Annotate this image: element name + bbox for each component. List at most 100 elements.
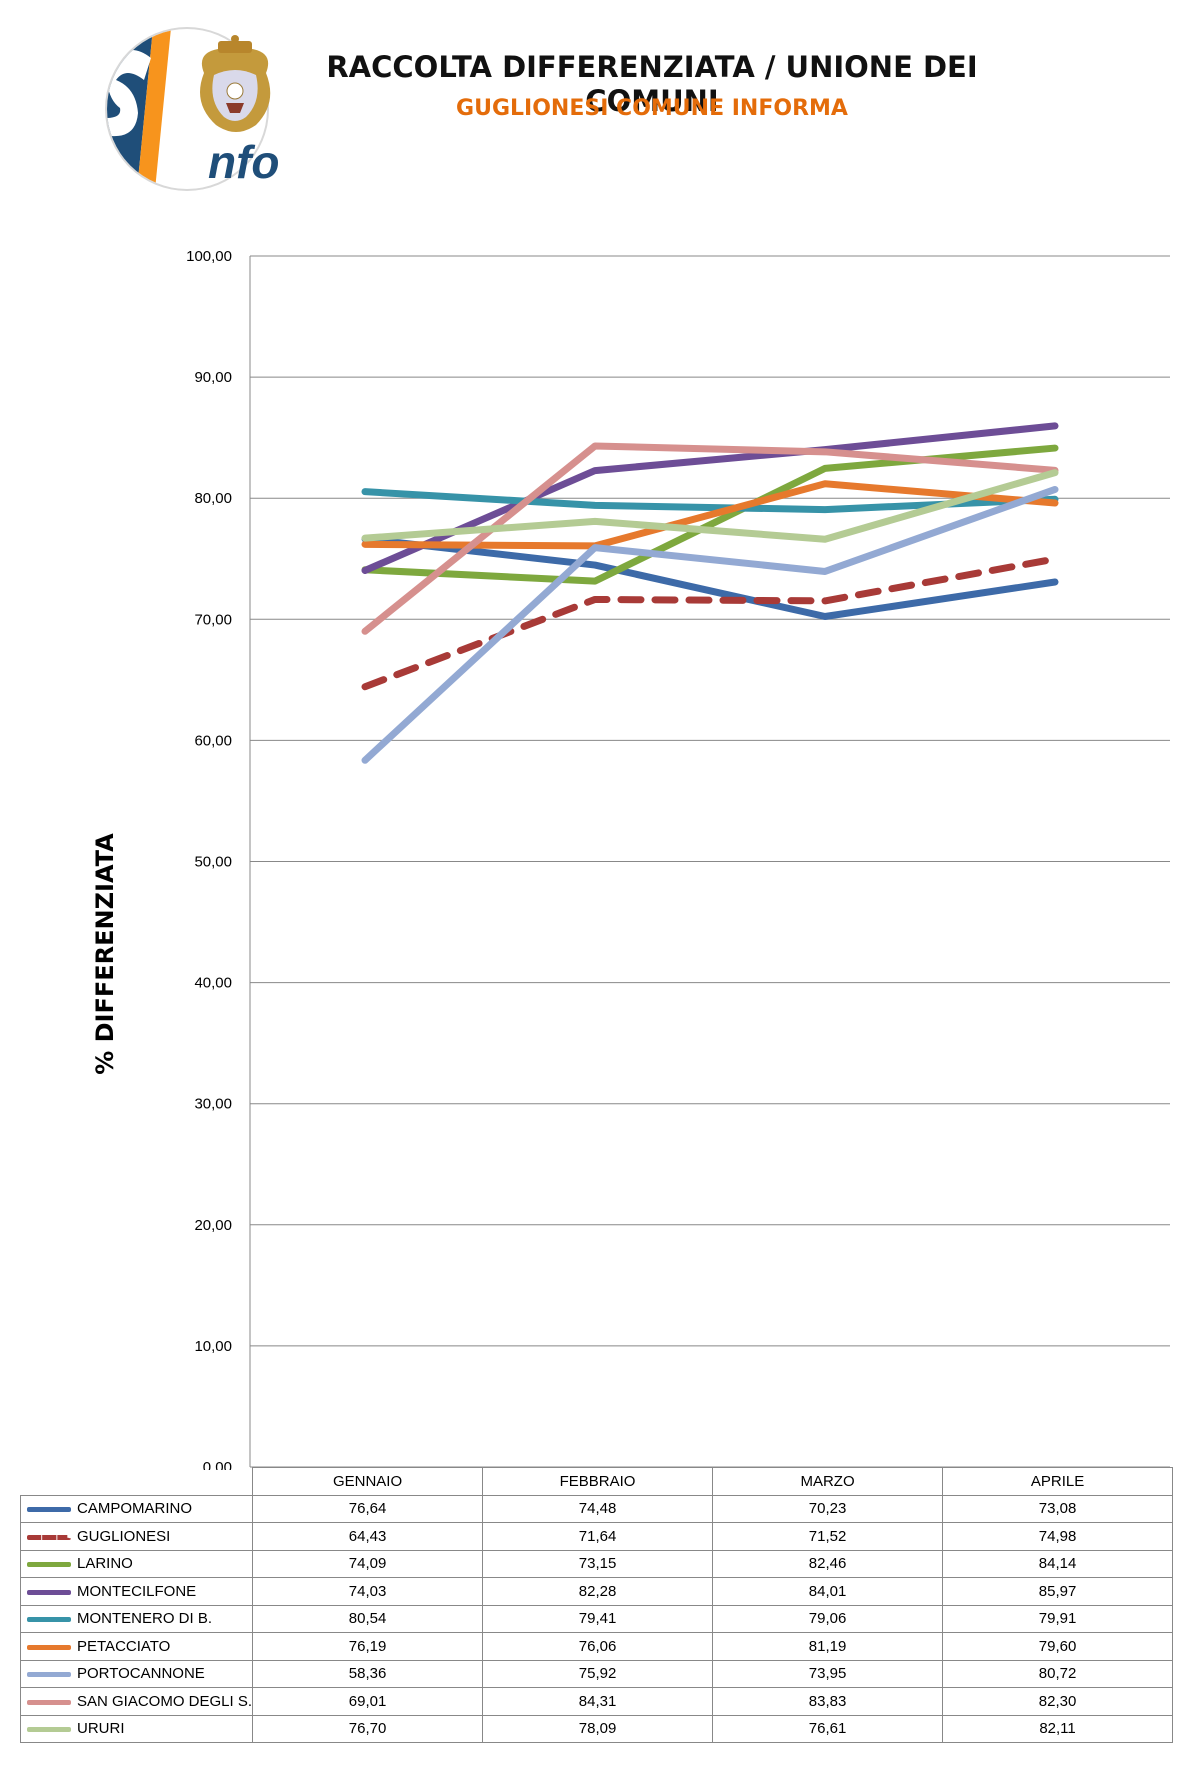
- series-name: GUGLIONESI: [77, 1527, 171, 1545]
- y-tick-label: 60,00: [194, 732, 232, 749]
- legend-key-icon: [25, 1612, 73, 1626]
- page-title: RACCOLTA DIFFERENZIATA / UNIONE DEI COMU…: [326, 50, 978, 118]
- data-label: 74,48: [482, 1494, 714, 1523]
- legend-entry: MONTECILFONE: [19, 1577, 254, 1606]
- series-name: PETACCIATO: [77, 1637, 171, 1655]
- y-tick-label: 80,00: [194, 490, 232, 507]
- data-label: 58,36: [252, 1659, 484, 1688]
- y-tick-label: 10,00: [194, 1338, 232, 1355]
- gridlines: [250, 255, 1170, 1468]
- x-tick-label: GENNAIO: [252, 1467, 484, 1496]
- series-line-petacciato: [361, 480, 1059, 550]
- data-label: 74,03: [252, 1577, 484, 1606]
- data-label: 82,28: [482, 1577, 714, 1606]
- series-line-san-giacomo-degli-s-: [361, 442, 1059, 635]
- y-tick-label: 70,00: [194, 611, 232, 628]
- data-label: 76,61: [712, 1714, 944, 1743]
- y-tick-label: 90,00: [194, 369, 232, 386]
- data-label: 82,30: [942, 1687, 1174, 1716]
- data-label: 84,14: [942, 1549, 1174, 1578]
- data-table-header: GENNAIO FEBBRAIO MARZO APRILE: [20, 1467, 1174, 1496]
- table-row: GUGLIONESI 64,43 71,64 71,52 74,98: [19, 1522, 1174, 1551]
- data-label: 79,60: [942, 1632, 1174, 1661]
- table-row: URURI 76,70 78,09 76,61 82,11: [19, 1714, 1174, 1743]
- legend-key-icon: [25, 1667, 73, 1681]
- data-label: 73,15: [482, 1549, 714, 1578]
- series-line-campomarino: [361, 535, 1059, 621]
- series-line-ururi: [361, 469, 1059, 543]
- data-label: 70,23: [712, 1494, 944, 1523]
- data-label: 82,11: [942, 1714, 1174, 1743]
- x-tick-label: MARZO: [712, 1467, 944, 1496]
- data-label: 76,64: [252, 1494, 484, 1523]
- logo: nfo: [96, 18, 280, 200]
- data-label: 85,97: [942, 1577, 1174, 1606]
- data-label: 71,64: [482, 1522, 714, 1551]
- legend-key-icon: [25, 1585, 73, 1599]
- data-label: 76,06: [482, 1632, 714, 1661]
- legend-key-icon: [25, 1640, 73, 1654]
- y-tick-label: 40,00: [194, 975, 232, 992]
- legend-entry: PORTOCANNONE: [19, 1659, 254, 1688]
- series-name: CAMPOMARINO: [77, 1500, 193, 1518]
- series-name: LARINO: [77, 1555, 133, 1573]
- series-name: MONTECILFONE: [77, 1582, 197, 1600]
- data-label: 79,06: [712, 1604, 944, 1633]
- legend-key-icon: [25, 1502, 73, 1516]
- y-tick-label: 30,00: [194, 1096, 232, 1113]
- y-tick-label: 100,00: [186, 248, 232, 265]
- series-name: URURI: [77, 1720, 125, 1738]
- data-label: 79,41: [482, 1604, 714, 1633]
- y-tick-label: 0,00: [203, 1459, 232, 1470]
- data-label: 74,98: [942, 1522, 1174, 1551]
- data-label: 75,92: [482, 1659, 714, 1688]
- table-row: MONTENERO DI B. 80,54 79,41 79,06 79,91: [19, 1604, 1174, 1633]
- legend-entry: GUGLIONESI: [19, 1522, 254, 1551]
- series-name: PORTOCANNONE: [77, 1665, 205, 1683]
- legend-entry: MONTENERO DI B.: [19, 1604, 254, 1633]
- legend-key-icon: [25, 1722, 73, 1736]
- series-line-montecilfone: [361, 422, 1059, 574]
- series-line-guglionesi: [361, 555, 1059, 691]
- data-label: 76,19: [252, 1632, 484, 1661]
- series-name: MONTENERO DI B.: [77, 1610, 213, 1628]
- data-label: 82,46: [712, 1549, 944, 1578]
- legend-entry: CAMPOMARINO: [19, 1494, 254, 1523]
- data-label: 80,54: [252, 1604, 484, 1633]
- data-label: 84,01: [712, 1577, 944, 1606]
- table-row: CAMPOMARINO 76,64 74,48 70,23 73,08: [19, 1494, 1174, 1523]
- data-label: 64,43: [252, 1522, 484, 1551]
- data-label: 80,72: [942, 1659, 1174, 1688]
- y-axis-ticks: 0,00 10,00 20,00 30,00 40,00 50,00 60,00 70,00 8…: [186, 248, 232, 1470]
- legend-key-icon: [25, 1530, 73, 1544]
- legend-key-icon: [25, 1557, 73, 1571]
- svg-text:nfo: nfo: [208, 136, 278, 188]
- series-lines: [361, 422, 1059, 764]
- data-label: 78,09: [482, 1714, 714, 1743]
- data-label: 79,91: [942, 1604, 1174, 1633]
- data-label: 83,83: [712, 1687, 944, 1716]
- line-chart: 0,00 10,00 20,00 30,00 40,00 50,00 60,00 70,00 8…: [186, 248, 1170, 1470]
- legend-key-icon: [25, 1695, 73, 1709]
- table-row: LARINO 74,09 73,15 82,46 84,14: [19, 1549, 1174, 1578]
- legend-entry: URURI: [19, 1714, 254, 1743]
- data-label: 71,52: [712, 1522, 944, 1551]
- data-label: 73,95: [712, 1659, 944, 1688]
- table-row: PETACCIATO 76,19 76,06 81,19 79,60: [19, 1632, 1174, 1661]
- y-tick-label: 50,00: [194, 854, 232, 871]
- table-row: MONTECILFONE 74,03 82,28 84,01 85,97: [19, 1577, 1174, 1606]
- legend-entry: SAN GIACOMO DEGLI S.: [19, 1687, 254, 1716]
- data-label: 76,70: [252, 1714, 484, 1743]
- x-tick-label: FEBBRAIO: [482, 1467, 714, 1496]
- series-line-portocannone: [361, 485, 1059, 764]
- y-tick-label: 20,00: [194, 1217, 232, 1234]
- data-label: 74,09: [252, 1549, 484, 1578]
- data-label: 81,19: [712, 1632, 944, 1661]
- table-row: SAN GIACOMO DEGLI S. 69,01 84,31 83,83 82,30: [19, 1687, 1174, 1716]
- table-row: PORTOCANNONE 58,36 75,92 73,95 80,72: [19, 1659, 1174, 1688]
- series-name: SAN GIACOMO DEGLI S.: [77, 1692, 253, 1710]
- data-table: GENNAIO FEBBRAIO MARZO APRILE CAMPOMARINO 76…: [19, 1467, 1174, 1743]
- data-label: 84,31: [482, 1687, 714, 1716]
- x-tick-label: APRILE: [942, 1467, 1174, 1496]
- legend-entry: LARINO: [19, 1549, 254, 1578]
